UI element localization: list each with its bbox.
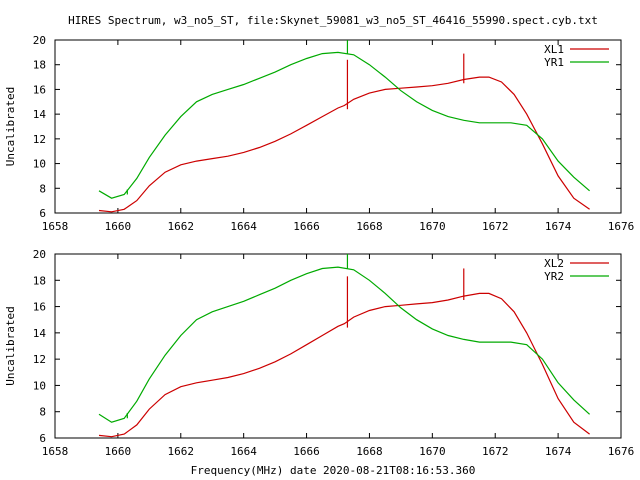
plot-frame [54, 39, 622, 214]
y-axis-label: Uncalibrated [4, 306, 17, 385]
series-line-YR2 [98, 266, 591, 423]
y-tick-label: 6 [39, 207, 46, 220]
series-line-XL1 [98, 76, 590, 213]
x-tick-label: 1658 [42, 445, 69, 458]
series-line-XL2 [98, 292, 590, 438]
y-axis-label: Uncalibrated [4, 87, 17, 166]
x-tick-label: 1676 [608, 220, 635, 233]
x-axis-label: Frequency(MHz) date 2020-08-21T08:16:53.… [191, 464, 476, 477]
figure-title: HIRES Spectrum, w3_no5_ST, file:Skynet_5… [68, 14, 598, 27]
x-tick-label: 1662 [168, 445, 195, 458]
y-tick-label: 18 [33, 274, 46, 287]
x-tick-label: 1660 [105, 220, 132, 233]
x-tick-label: 1666 [293, 445, 320, 458]
x-tick-label: 1658 [42, 220, 69, 233]
x-tick-label: 1672 [482, 445, 509, 458]
x-tick-label: 1668 [356, 445, 383, 458]
x-tick-label: 1676 [608, 445, 635, 458]
y-tick-label: 14 [33, 108, 47, 121]
x-tick-label: 1672 [482, 220, 509, 233]
x-tick-label: 1664 [230, 445, 257, 458]
plot-frame [54, 253, 622, 439]
x-tick-label: 1662 [168, 220, 195, 233]
y-tick-label: 8 [39, 406, 46, 419]
y-tick-label: 20 [33, 248, 46, 261]
legend-label: YR1 [544, 56, 564, 69]
y-tick-label: 14 [33, 327, 47, 340]
legend-label: YR2 [544, 270, 564, 283]
x-tick-label: 1674 [545, 445, 572, 458]
y-tick-label: 12 [33, 133, 46, 146]
x-tick-label: 1664 [230, 220, 257, 233]
x-tick-label: 1670 [419, 445, 446, 458]
legend-label: XL2 [544, 257, 564, 270]
x-tick-label: 1670 [419, 220, 446, 233]
x-tick-label: 1666 [293, 220, 320, 233]
y-tick-label: 16 [33, 301, 46, 314]
series-line-YR1 [98, 51, 590, 199]
legend-label: XL1 [544, 43, 564, 56]
bottom-panel: 1658 1660 1662 1664 1666 1668 1670 1672 1674 1676… [4, 248, 634, 458]
y-tick-label: 20 [33, 34, 46, 47]
y-tick-label: 8 [39, 182, 46, 195]
x-tick-label: 1668 [356, 220, 383, 233]
top-panel: 1658 1660 1662 1664 1666 1668 1670 1672 1674 1676… [4, 34, 634, 233]
y-tick-label: 16 [33, 83, 46, 96]
y-tick-label: 12 [33, 353, 46, 366]
y-tick-label: 6 [39, 432, 46, 445]
y-tick-label: 10 [33, 379, 46, 392]
x-tick-label: 1660 [105, 445, 132, 458]
y-tick-label: 18 [33, 59, 46, 72]
y-tick-label: 10 [33, 158, 46, 171]
x-tick-label: 1674 [545, 220, 572, 233]
